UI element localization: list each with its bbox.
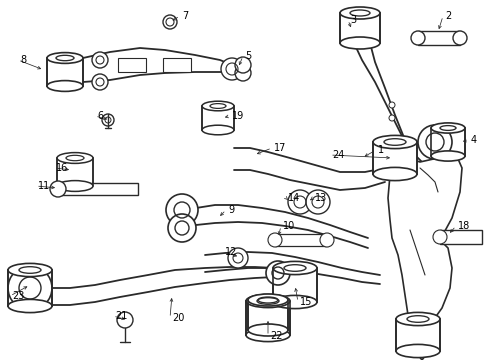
Text: 5: 5	[244, 51, 251, 61]
Text: 11: 11	[38, 181, 50, 191]
Bar	[395, 319, 439, 351]
Circle shape	[235, 57, 250, 73]
Bar	[47, 58, 83, 86]
Ellipse shape	[430, 151, 464, 161]
Ellipse shape	[339, 37, 379, 49]
Bar	[57, 158, 93, 186]
Text: 15: 15	[299, 297, 312, 307]
Text: 10: 10	[283, 221, 295, 231]
Bar	[274, 234, 326, 246]
Ellipse shape	[272, 261, 316, 275]
Text: 21: 21	[115, 311, 127, 321]
Text: 8: 8	[20, 55, 26, 65]
Ellipse shape	[245, 328, 289, 342]
Circle shape	[235, 65, 250, 81]
Circle shape	[287, 190, 311, 214]
Bar	[202, 106, 234, 130]
Bar	[58, 183, 138, 195]
Text: 6: 6	[97, 111, 103, 121]
Bar	[430, 128, 464, 156]
Circle shape	[410, 31, 424, 45]
Circle shape	[388, 102, 394, 108]
Circle shape	[168, 214, 196, 242]
Circle shape	[267, 233, 282, 247]
Text: 18: 18	[457, 221, 469, 231]
Circle shape	[102, 114, 114, 126]
Circle shape	[319, 233, 333, 247]
Text: 3: 3	[349, 15, 355, 25]
Circle shape	[265, 261, 289, 285]
Ellipse shape	[372, 135, 416, 149]
Bar	[272, 268, 316, 302]
Circle shape	[305, 190, 329, 214]
Ellipse shape	[8, 264, 52, 276]
Text: 22: 22	[269, 331, 282, 341]
Circle shape	[227, 248, 247, 268]
Ellipse shape	[272, 296, 316, 309]
Circle shape	[452, 31, 466, 45]
Circle shape	[417, 125, 451, 159]
Circle shape	[92, 52, 108, 68]
Ellipse shape	[339, 7, 379, 19]
Bar	[163, 58, 191, 72]
Circle shape	[117, 312, 133, 328]
Circle shape	[163, 15, 177, 29]
Text: 12: 12	[224, 247, 237, 257]
Ellipse shape	[372, 167, 416, 181]
Text: 1: 1	[377, 145, 384, 155]
Bar	[417, 31, 459, 45]
Ellipse shape	[247, 294, 287, 306]
Circle shape	[221, 58, 243, 80]
Bar	[339, 13, 379, 43]
Text: 17: 17	[273, 143, 286, 153]
Bar	[245, 301, 289, 335]
Text: 9: 9	[227, 205, 234, 215]
Circle shape	[388, 115, 394, 121]
Circle shape	[165, 194, 198, 226]
Ellipse shape	[8, 300, 52, 312]
Text: 13: 13	[314, 193, 326, 203]
Ellipse shape	[395, 345, 439, 357]
Circle shape	[8, 266, 52, 310]
Text: 23: 23	[12, 291, 24, 301]
Text: 2: 2	[444, 11, 450, 21]
Ellipse shape	[202, 101, 234, 111]
Polygon shape	[387, 152, 461, 360]
Ellipse shape	[430, 123, 464, 133]
Ellipse shape	[395, 312, 439, 325]
Bar	[8, 270, 52, 306]
Text: 19: 19	[231, 111, 244, 121]
Bar	[247, 300, 287, 330]
Text: 14: 14	[287, 193, 300, 203]
Circle shape	[432, 230, 446, 244]
Bar	[118, 58, 146, 72]
Text: 4: 4	[470, 135, 476, 145]
Text: 24: 24	[331, 150, 344, 160]
Text: 16: 16	[56, 163, 68, 173]
Circle shape	[50, 181, 66, 197]
Ellipse shape	[47, 81, 83, 91]
Text: 20: 20	[172, 313, 184, 323]
Ellipse shape	[47, 53, 83, 63]
Ellipse shape	[245, 294, 289, 307]
Ellipse shape	[247, 324, 287, 336]
Ellipse shape	[57, 181, 93, 192]
Bar	[439, 230, 481, 244]
Text: 7: 7	[182, 11, 188, 21]
Ellipse shape	[202, 125, 234, 135]
Ellipse shape	[57, 153, 93, 163]
Bar	[372, 142, 416, 174]
Circle shape	[92, 74, 108, 90]
